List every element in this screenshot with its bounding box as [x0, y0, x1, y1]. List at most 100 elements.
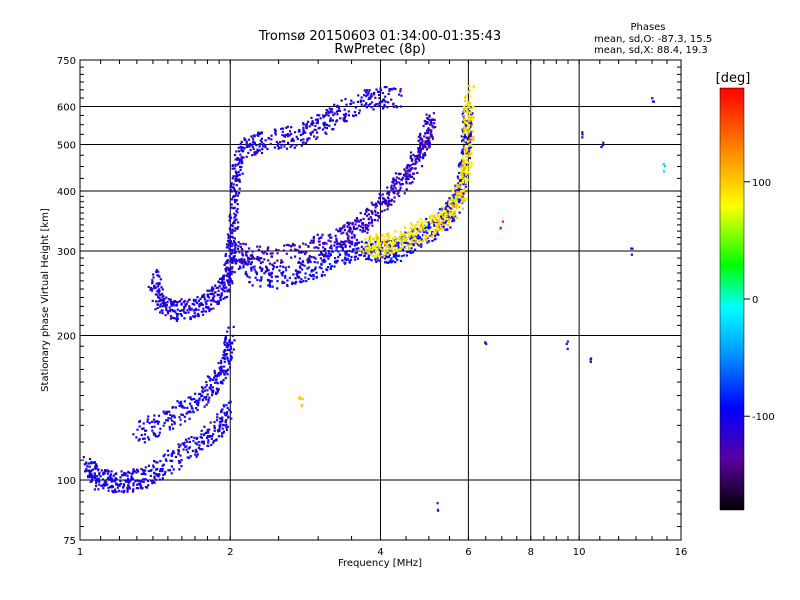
data-point	[257, 132, 260, 136]
data-point	[370, 237, 373, 240]
data-point	[461, 149, 464, 152]
data-point	[378, 105, 381, 108]
data-point	[376, 219, 379, 222]
data-point	[458, 171, 461, 175]
data-point	[465, 172, 468, 175]
y-tick-label: 400	[57, 187, 76, 198]
data-point	[427, 138, 430, 141]
data-point	[177, 453, 180, 456]
data-point	[377, 259, 380, 262]
data-point	[172, 427, 175, 430]
data-point	[128, 471, 131, 474]
data-point	[371, 211, 374, 214]
data-point	[465, 174, 468, 177]
data-point	[601, 144, 604, 147]
data-point	[93, 472, 96, 476]
stats-heading: Phases	[630, 22, 665, 33]
data-point	[220, 420, 223, 423]
chart-subtitle: RwPretec (8p)	[334, 42, 425, 57]
data-point	[435, 222, 438, 225]
data-point	[172, 450, 175, 453]
data-point	[219, 369, 222, 372]
data-point	[249, 254, 252, 257]
data-point	[226, 411, 229, 414]
data-point	[240, 158, 243, 161]
data-point	[93, 475, 96, 478]
data-point	[465, 197, 468, 201]
data-point	[177, 313, 180, 316]
data-point	[222, 431, 225, 434]
data-point	[259, 279, 263, 282]
data-point	[351, 240, 354, 244]
data-point	[459, 182, 462, 185]
data-point	[181, 413, 184, 416]
data-point	[468, 152, 471, 156]
data-point	[237, 179, 240, 182]
data-point	[299, 397, 302, 400]
data-point	[359, 218, 362, 222]
data-point	[282, 265, 285, 268]
data-point	[174, 311, 177, 314]
data-point	[337, 242, 341, 245]
data-point	[206, 289, 209, 292]
data-point	[417, 135, 420, 138]
data-point	[202, 310, 205, 313]
data-point	[458, 184, 461, 187]
data-point	[235, 158, 239, 161]
data-point	[328, 107, 331, 110]
data-point	[437, 224, 441, 227]
data-point	[267, 269, 270, 272]
data-point	[179, 300, 182, 303]
data-point	[324, 260, 327, 263]
data-point	[210, 293, 213, 296]
data-point	[221, 280, 224, 283]
data-point	[94, 467, 97, 470]
data-point	[211, 391, 214, 394]
data-point	[283, 134, 286, 137]
data-point	[461, 174, 464, 177]
data-point	[247, 257, 250, 260]
data-point	[221, 380, 224, 383]
data-point	[231, 282, 234, 285]
data-point	[419, 144, 422, 147]
data-point	[225, 371, 228, 374]
data-point	[468, 156, 471, 160]
data-point	[418, 153, 421, 156]
data-point	[403, 192, 406, 195]
data-point	[421, 240, 424, 243]
data-point	[215, 387, 218, 390]
data-point	[368, 241, 371, 244]
data-point	[450, 213, 453, 216]
data-point	[464, 106, 467, 109]
data-point	[228, 362, 231, 365]
data-point	[405, 247, 408, 250]
data-point	[322, 261, 325, 264]
data-point	[154, 435, 157, 438]
data-point	[180, 400, 183, 403]
data-point	[280, 127, 283, 130]
data-point	[217, 374, 220, 377]
data-point	[316, 136, 319, 139]
data-point	[378, 97, 381, 100]
data-point	[426, 121, 429, 124]
data-point	[363, 254, 366, 257]
data-point	[355, 243, 358, 246]
data-point	[222, 423, 225, 427]
data-point	[293, 146, 296, 149]
data-point	[469, 143, 472, 146]
data-point	[240, 156, 243, 159]
data-point	[229, 271, 232, 274]
data-point	[322, 114, 325, 117]
data-point	[323, 114, 326, 117]
data-point	[323, 274, 326, 277]
data-point	[236, 163, 239, 166]
data-point	[161, 288, 164, 291]
data-point	[399, 238, 402, 241]
data-point	[346, 236, 349, 239]
data-point	[210, 435, 214, 438]
data-point	[424, 224, 428, 227]
data-point	[310, 274, 313, 277]
data-point	[222, 379, 225, 382]
data-point	[258, 143, 261, 146]
data-point	[455, 183, 458, 186]
